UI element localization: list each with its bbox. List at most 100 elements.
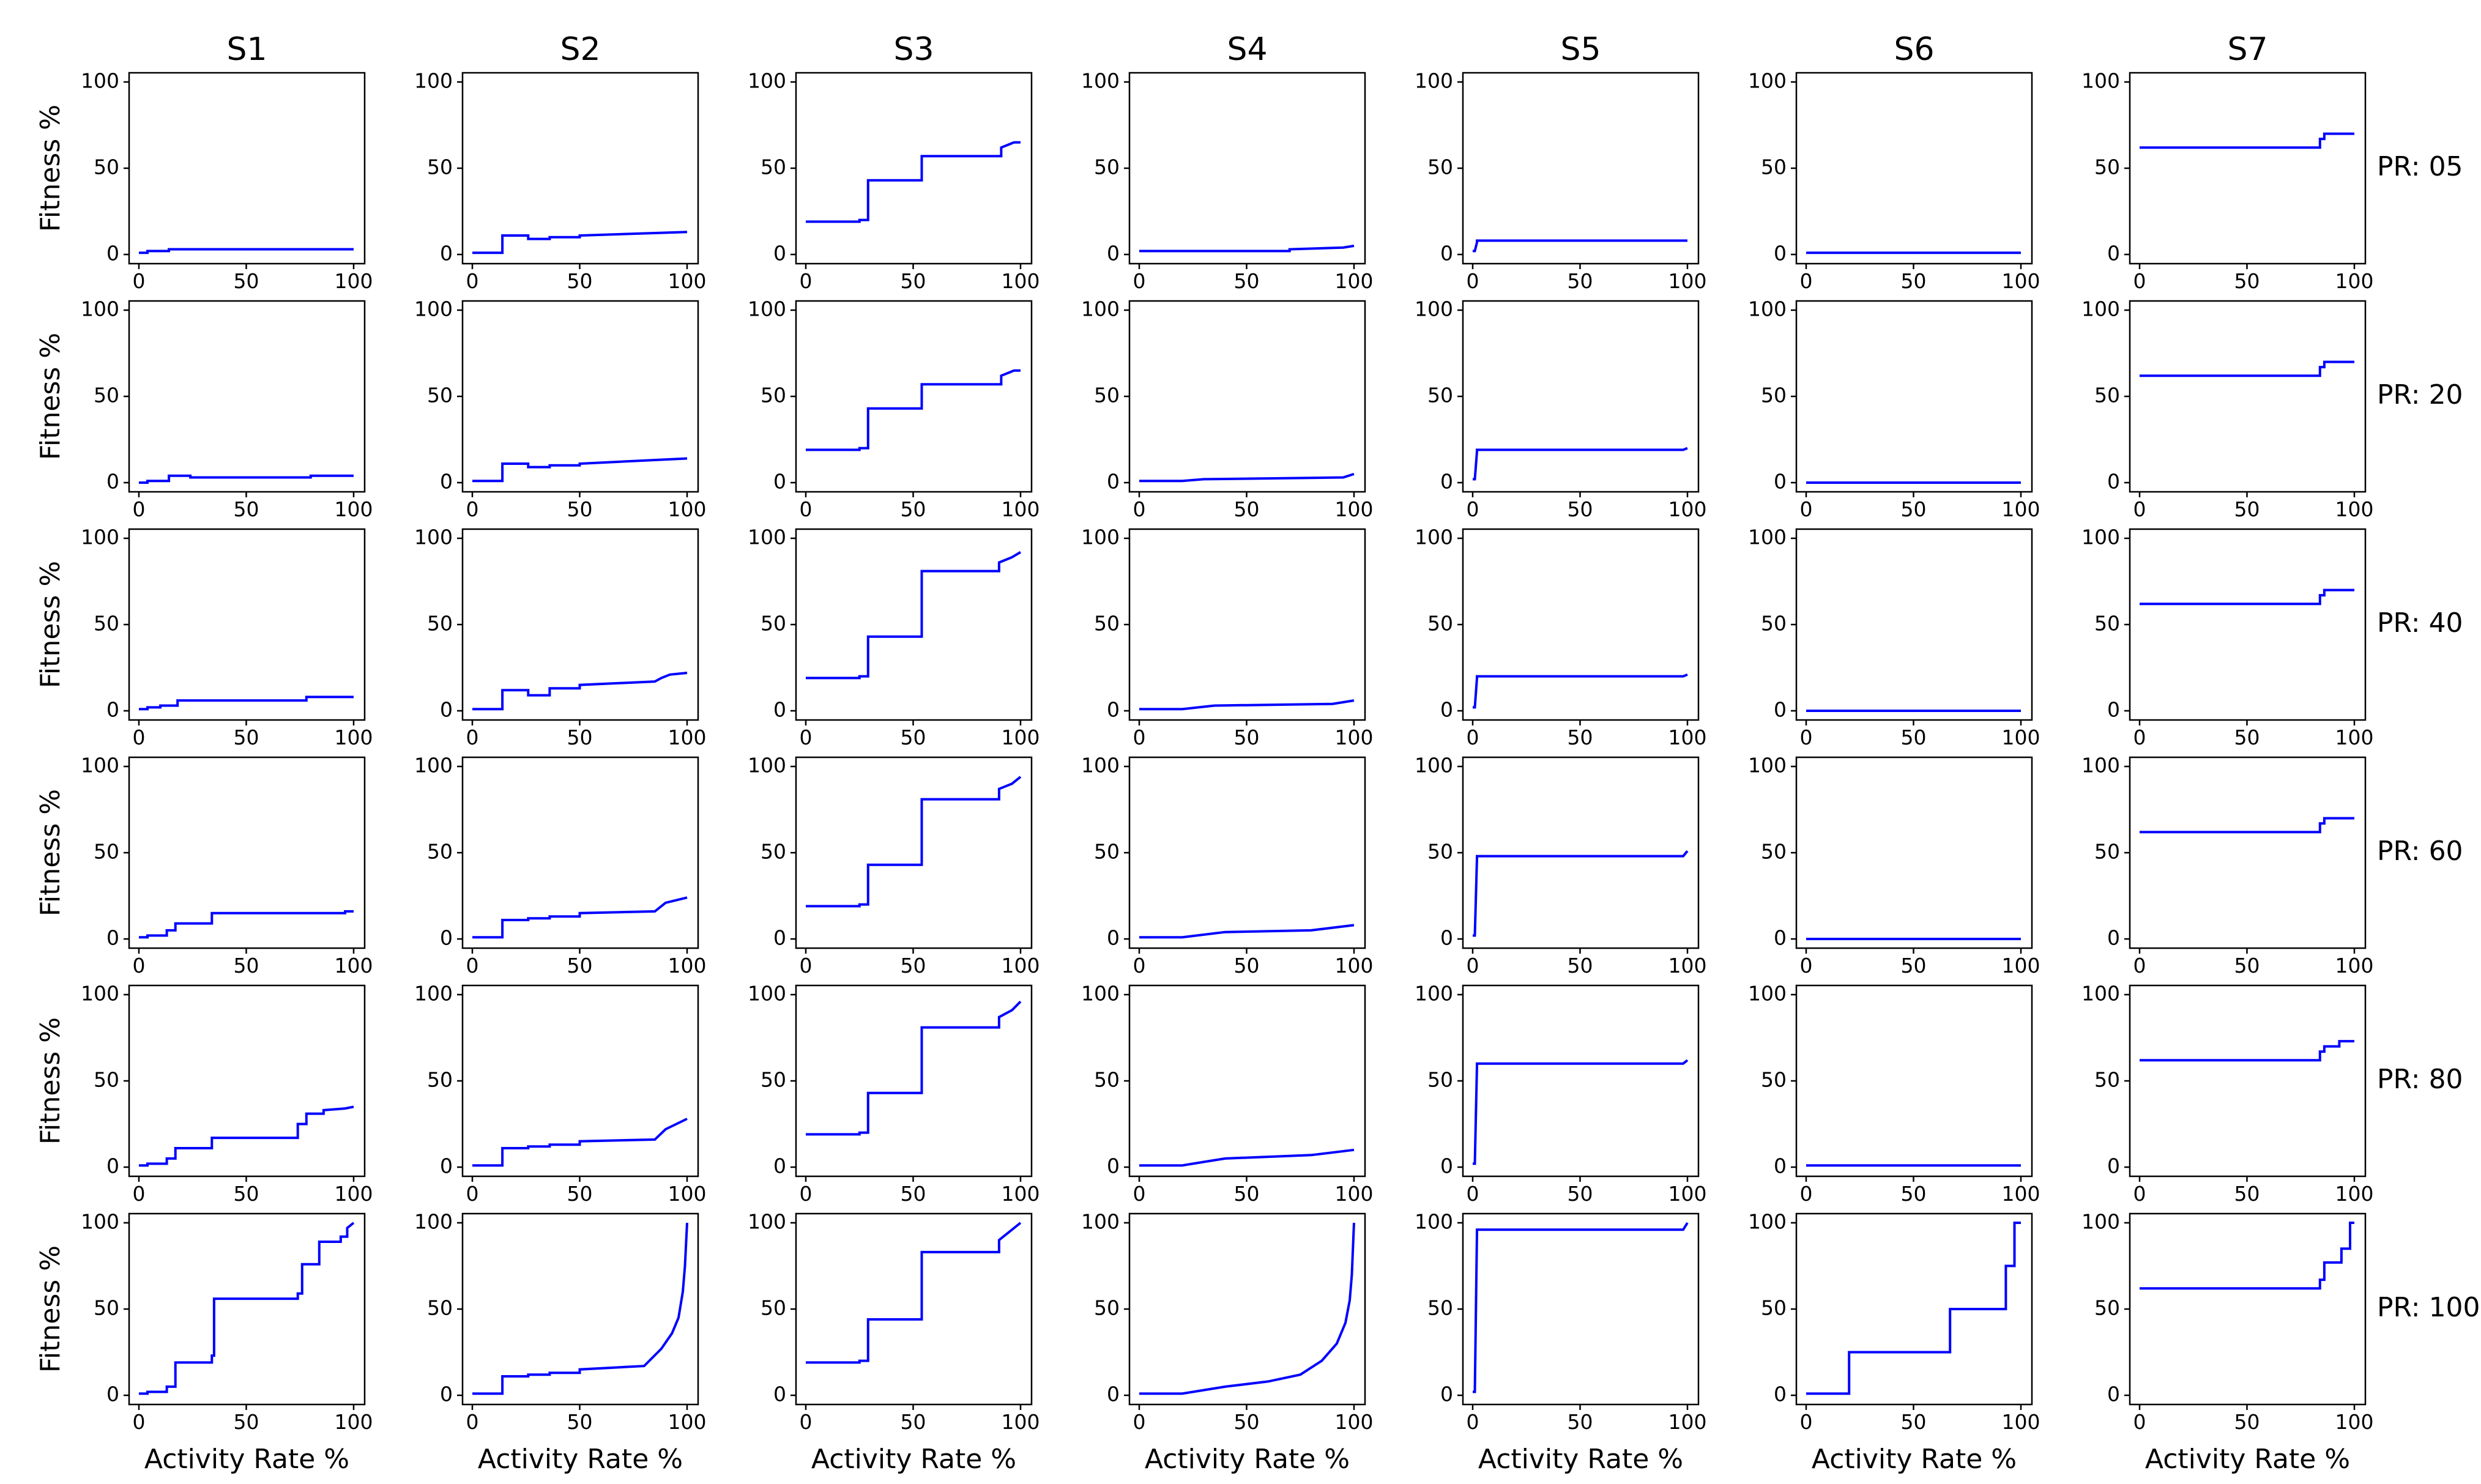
y-tick-label: 50 — [94, 1296, 119, 1320]
x-tick-label: 100 — [1668, 1410, 1707, 1434]
y-tick-label: 100 — [1748, 754, 1787, 777]
y-tick-label: 100 — [1081, 1210, 1120, 1234]
series-line — [2140, 1040, 2354, 1062]
y-tick-label: 0 — [1107, 242, 1120, 265]
x-tick-label: 50 — [2234, 1182, 2260, 1206]
series-line — [1473, 850, 1689, 937]
series-line — [2140, 817, 2354, 834]
y-tick-label: 0 — [1440, 470, 1453, 494]
series-line — [472, 231, 688, 254]
y-tick-label: 50 — [761, 612, 786, 636]
x-tick-label: 50 — [234, 497, 259, 521]
x-tick-label: 0 — [466, 1410, 479, 1434]
x-tick-label: 100 — [335, 497, 373, 521]
y-tick-label: 0 — [2107, 1382, 2120, 1406]
x-tick-label: 50 — [1568, 1410, 1593, 1434]
panel-s4-pr-40: 0 50 100 0 50 100 — [1081, 525, 1374, 750]
x-tick-label: 0 — [1467, 954, 1479, 978]
y-tick-label: 100 — [81, 754, 119, 777]
row-label-pr-100: PR: 100 — [2377, 1292, 2480, 1323]
x-tick-label: 0 — [133, 1182, 146, 1206]
series-line — [1806, 1222, 2021, 1395]
x-tick-label: 100 — [1002, 269, 1040, 293]
series-line — [1473, 239, 1687, 253]
panel-s4-pr-05: 0 50 100 0 50 100 — [1081, 69, 1374, 294]
x-tick-label: 0 — [1133, 954, 1146, 978]
x-tick-label: 100 — [2002, 1182, 2040, 1206]
y-tick-label: 0 — [773, 698, 786, 722]
axes-frame — [128, 1212, 366, 1406]
axes-frame — [1128, 300, 1366, 493]
x-tick-label: 0 — [133, 1410, 146, 1434]
series-line — [806, 369, 1021, 451]
series-line — [472, 1118, 688, 1167]
row-label-pr-60: PR: 60 — [2377, 836, 2463, 867]
panel-s3-pr-100: 0 50 100 0 50 100 — [748, 1210, 1040, 1434]
y-tick-label: 50 — [1427, 1068, 1453, 1092]
x-tick-label: 100 — [668, 725, 707, 749]
axes-frame — [2129, 1212, 2367, 1406]
x-tick-label: 0 — [2133, 1182, 2146, 1206]
series-line — [1473, 447, 1688, 481]
y-tick-label: 100 — [2081, 1210, 2120, 1234]
y-tick-label: 100 — [414, 1210, 453, 1234]
x-tick-label: 100 — [335, 1182, 373, 1206]
y-tick-label: 0 — [2107, 1154, 2120, 1178]
x-tick-label: 50 — [234, 1410, 259, 1434]
x-tick-label: 0 — [800, 497, 813, 521]
x-tick-label: 50 — [1901, 497, 1927, 521]
x-tick-label: 50 — [234, 269, 259, 293]
y-tick-label: 0 — [1774, 698, 1787, 722]
panel-s7-pr-05: 0 50 100 0 50 100 — [2081, 69, 2374, 294]
panel-s7-pr-40: 0 50 100 0 50 100 — [2081, 525, 2374, 750]
y-tick-label: 50 — [761, 155, 786, 179]
x-tick-label: 50 — [2234, 954, 2260, 978]
x-tick-label: 50 — [2234, 497, 2260, 521]
series-line — [139, 696, 354, 711]
y-tick-label: 0 — [773, 1382, 786, 1406]
x-tick-label: 50 — [901, 1182, 926, 1206]
y-tick-label: 50 — [427, 612, 453, 636]
x-tick-label: 100 — [1002, 725, 1040, 749]
y-tick-label: 50 — [1094, 840, 1120, 864]
x-tick-label: 100 — [1668, 1182, 1707, 1206]
panel-s6-pr-80: 0 50 100 0 50 100 — [1748, 982, 2040, 1206]
axes-frame — [1795, 72, 2033, 265]
panel-s1-pr-100: 0 50 100 0 50 100 — [81, 1210, 373, 1434]
y-tick-label: 50 — [761, 840, 786, 864]
y-tick-label: 100 — [1415, 69, 1453, 93]
x-tick-label: 0 — [133, 497, 146, 521]
x-tick-label: 0 — [1467, 497, 1479, 521]
y-tick-label: 100 — [1081, 297, 1120, 321]
x-tick-label: 100 — [1335, 1410, 1374, 1434]
axes-frame — [1462, 528, 1700, 721]
y-tick-label: 50 — [1761, 155, 1787, 179]
x-tick-label: 50 — [1234, 954, 1260, 978]
y-tick-label: 0 — [1107, 1154, 1120, 1178]
x-tick-label: 100 — [1002, 1182, 1040, 1206]
x-tick-label: 0 — [800, 725, 813, 749]
x-tick-label: 50 — [1568, 269, 1593, 293]
axes-frame — [2129, 984, 2367, 1178]
row-label-pr-20: PR: 20 — [2377, 379, 2463, 410]
axes-frame — [1462, 984, 1700, 1178]
x-tick-label: 100 — [668, 1182, 707, 1206]
x-tick-label: 0 — [1133, 497, 1146, 521]
y-tick-label: 0 — [1774, 926, 1787, 950]
axes-frame — [461, 756, 699, 949]
y-tick-label: 0 — [1107, 926, 1120, 950]
y-tick-label: 0 — [1774, 242, 1787, 265]
y-tick-label: 0 — [440, 698, 453, 722]
series-line — [1139, 1148, 1355, 1167]
series-line — [1473, 1222, 1689, 1393]
axes-frame — [795, 300, 1033, 493]
panel-s2-pr-40: 0 50 100 0 50 100 — [414, 525, 707, 750]
series-line — [139, 248, 354, 254]
axes-frame — [2129, 300, 2367, 493]
x-tick-label: 0 — [800, 1182, 813, 1206]
column-title-s7: S7 — [2227, 31, 2267, 68]
series-line — [1139, 472, 1355, 483]
y-tick-label: 50 — [427, 840, 453, 864]
y-tick-label: 100 — [1748, 69, 1787, 93]
